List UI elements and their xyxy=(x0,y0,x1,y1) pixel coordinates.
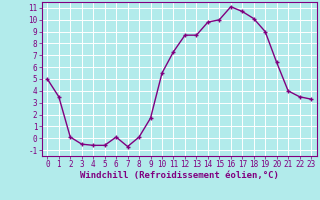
X-axis label: Windchill (Refroidissement éolien,°C): Windchill (Refroidissement éolien,°C) xyxy=(80,171,279,180)
